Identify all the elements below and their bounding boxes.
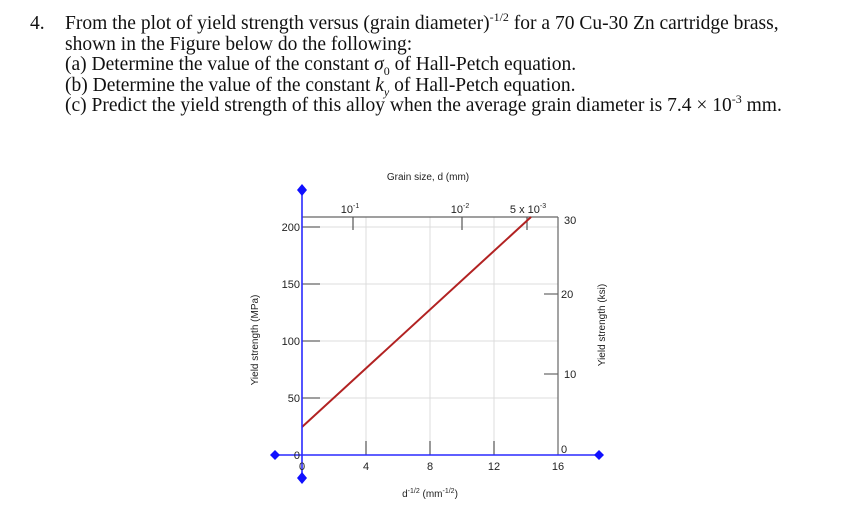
y2-tick-20: 20 xyxy=(561,289,573,301)
x-axis-right-handle[interactable] xyxy=(594,450,604,460)
right-tick-labels: 30 20 10 0 xyxy=(561,215,576,456)
left-tick-labels: 200 150 100 50 0 xyxy=(282,222,300,462)
right-axis-ticks xyxy=(544,293,558,375)
grid xyxy=(302,217,558,455)
problem-item-b: (b) Determine the value of the constant … xyxy=(65,74,576,99)
y2-tick-10: 10 xyxy=(564,369,576,381)
x-tick-12: 12 xyxy=(488,461,500,473)
left-axis-ticks xyxy=(302,226,320,399)
plot-frame xyxy=(302,216,559,455)
y-tick-150: 150 xyxy=(282,279,300,291)
problem-intro-line1: 4. From the plot of yield strength versus… xyxy=(30,9,779,34)
problem-number: 4. xyxy=(30,13,45,34)
problem-statement: 4. From the plot of yield strength versus… xyxy=(30,9,830,117)
y-tick-200: 200 xyxy=(282,222,300,234)
problem-item-c: (c) Predict the yield strength of this a… xyxy=(65,91,782,116)
bottom-tick-labels: 0 4 8 12 16 xyxy=(299,461,564,473)
y-axis-bottom-handle[interactable] xyxy=(297,472,307,484)
top-tick-1e-2: 10-2 xyxy=(451,203,470,216)
y-tick-50: 50 xyxy=(288,393,300,405)
left-axis-title: Yield strength (MPa) xyxy=(250,295,261,386)
x-tick-16: 16 xyxy=(552,461,564,473)
top-axis-ticks xyxy=(352,217,528,230)
yield-strength-line xyxy=(301,216,532,428)
y2-tick-30: 30 xyxy=(564,215,576,227)
x-tick-0: 0 xyxy=(299,461,305,473)
bottom-axis-ticks xyxy=(365,441,495,455)
y2-tick-0: 0 xyxy=(561,444,567,456)
top-tick-1e-1: 10-1 xyxy=(341,203,360,216)
x-tick-4: 4 xyxy=(363,461,369,473)
top-tick-5e-3: 5 x 10-3 xyxy=(510,203,546,216)
right-axis-title: Yield strength (ksi) xyxy=(597,284,608,366)
bottom-axis-title: d-1/2 (mm-1/2) xyxy=(402,488,458,500)
problem-intro-line2: shown in the Figure below do the followi… xyxy=(65,33,413,55)
x-axis-left-handle[interactable] xyxy=(270,450,280,460)
y-axis-top-handle[interactable] xyxy=(297,184,307,196)
blue-axes xyxy=(275,190,599,478)
axis-handles[interactable] xyxy=(270,184,604,484)
y-tick-0: 0 xyxy=(294,450,300,462)
y-tick-100: 100 xyxy=(282,336,300,348)
x-tick-8: 8 xyxy=(427,461,433,473)
top-axis-title: Grain size, d (mm) xyxy=(387,172,469,183)
problem-item-a: (a) Determine the value of the constant … xyxy=(65,54,577,78)
top-tick-labels: 10-1 10-2 5 x 10-3 xyxy=(341,203,546,216)
